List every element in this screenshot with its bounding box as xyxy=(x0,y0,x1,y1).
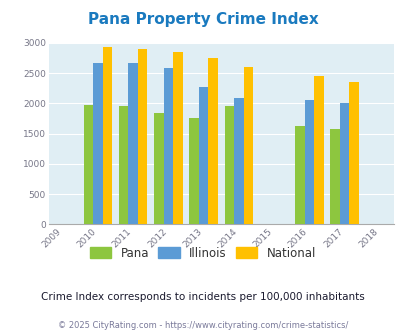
Bar xyxy=(154,113,163,224)
Bar xyxy=(128,63,138,224)
Bar xyxy=(83,105,93,224)
Text: © 2025 CityRating.com - https://www.cityrating.com/crime-statistics/: © 2025 CityRating.com - https://www.city… xyxy=(58,321,347,330)
Bar xyxy=(294,126,304,224)
Bar xyxy=(163,68,173,224)
Bar xyxy=(348,82,358,224)
Bar xyxy=(102,47,112,224)
Bar xyxy=(313,76,323,224)
Bar xyxy=(234,98,243,224)
Bar xyxy=(119,106,128,224)
Text: Pana Property Crime Index: Pana Property Crime Index xyxy=(87,12,318,26)
Bar xyxy=(173,52,182,224)
Bar xyxy=(189,118,198,224)
Bar xyxy=(243,67,252,224)
Bar xyxy=(138,49,147,224)
Legend: Pana, Illinois, National: Pana, Illinois, National xyxy=(90,247,315,260)
Bar xyxy=(339,103,348,224)
Bar xyxy=(198,87,208,224)
Bar xyxy=(329,129,339,224)
Bar xyxy=(304,100,313,224)
Text: Crime Index corresponds to incidents per 100,000 inhabitants: Crime Index corresponds to incidents per… xyxy=(41,292,364,302)
Bar xyxy=(93,63,102,224)
Bar xyxy=(208,58,217,224)
Bar xyxy=(224,106,234,224)
